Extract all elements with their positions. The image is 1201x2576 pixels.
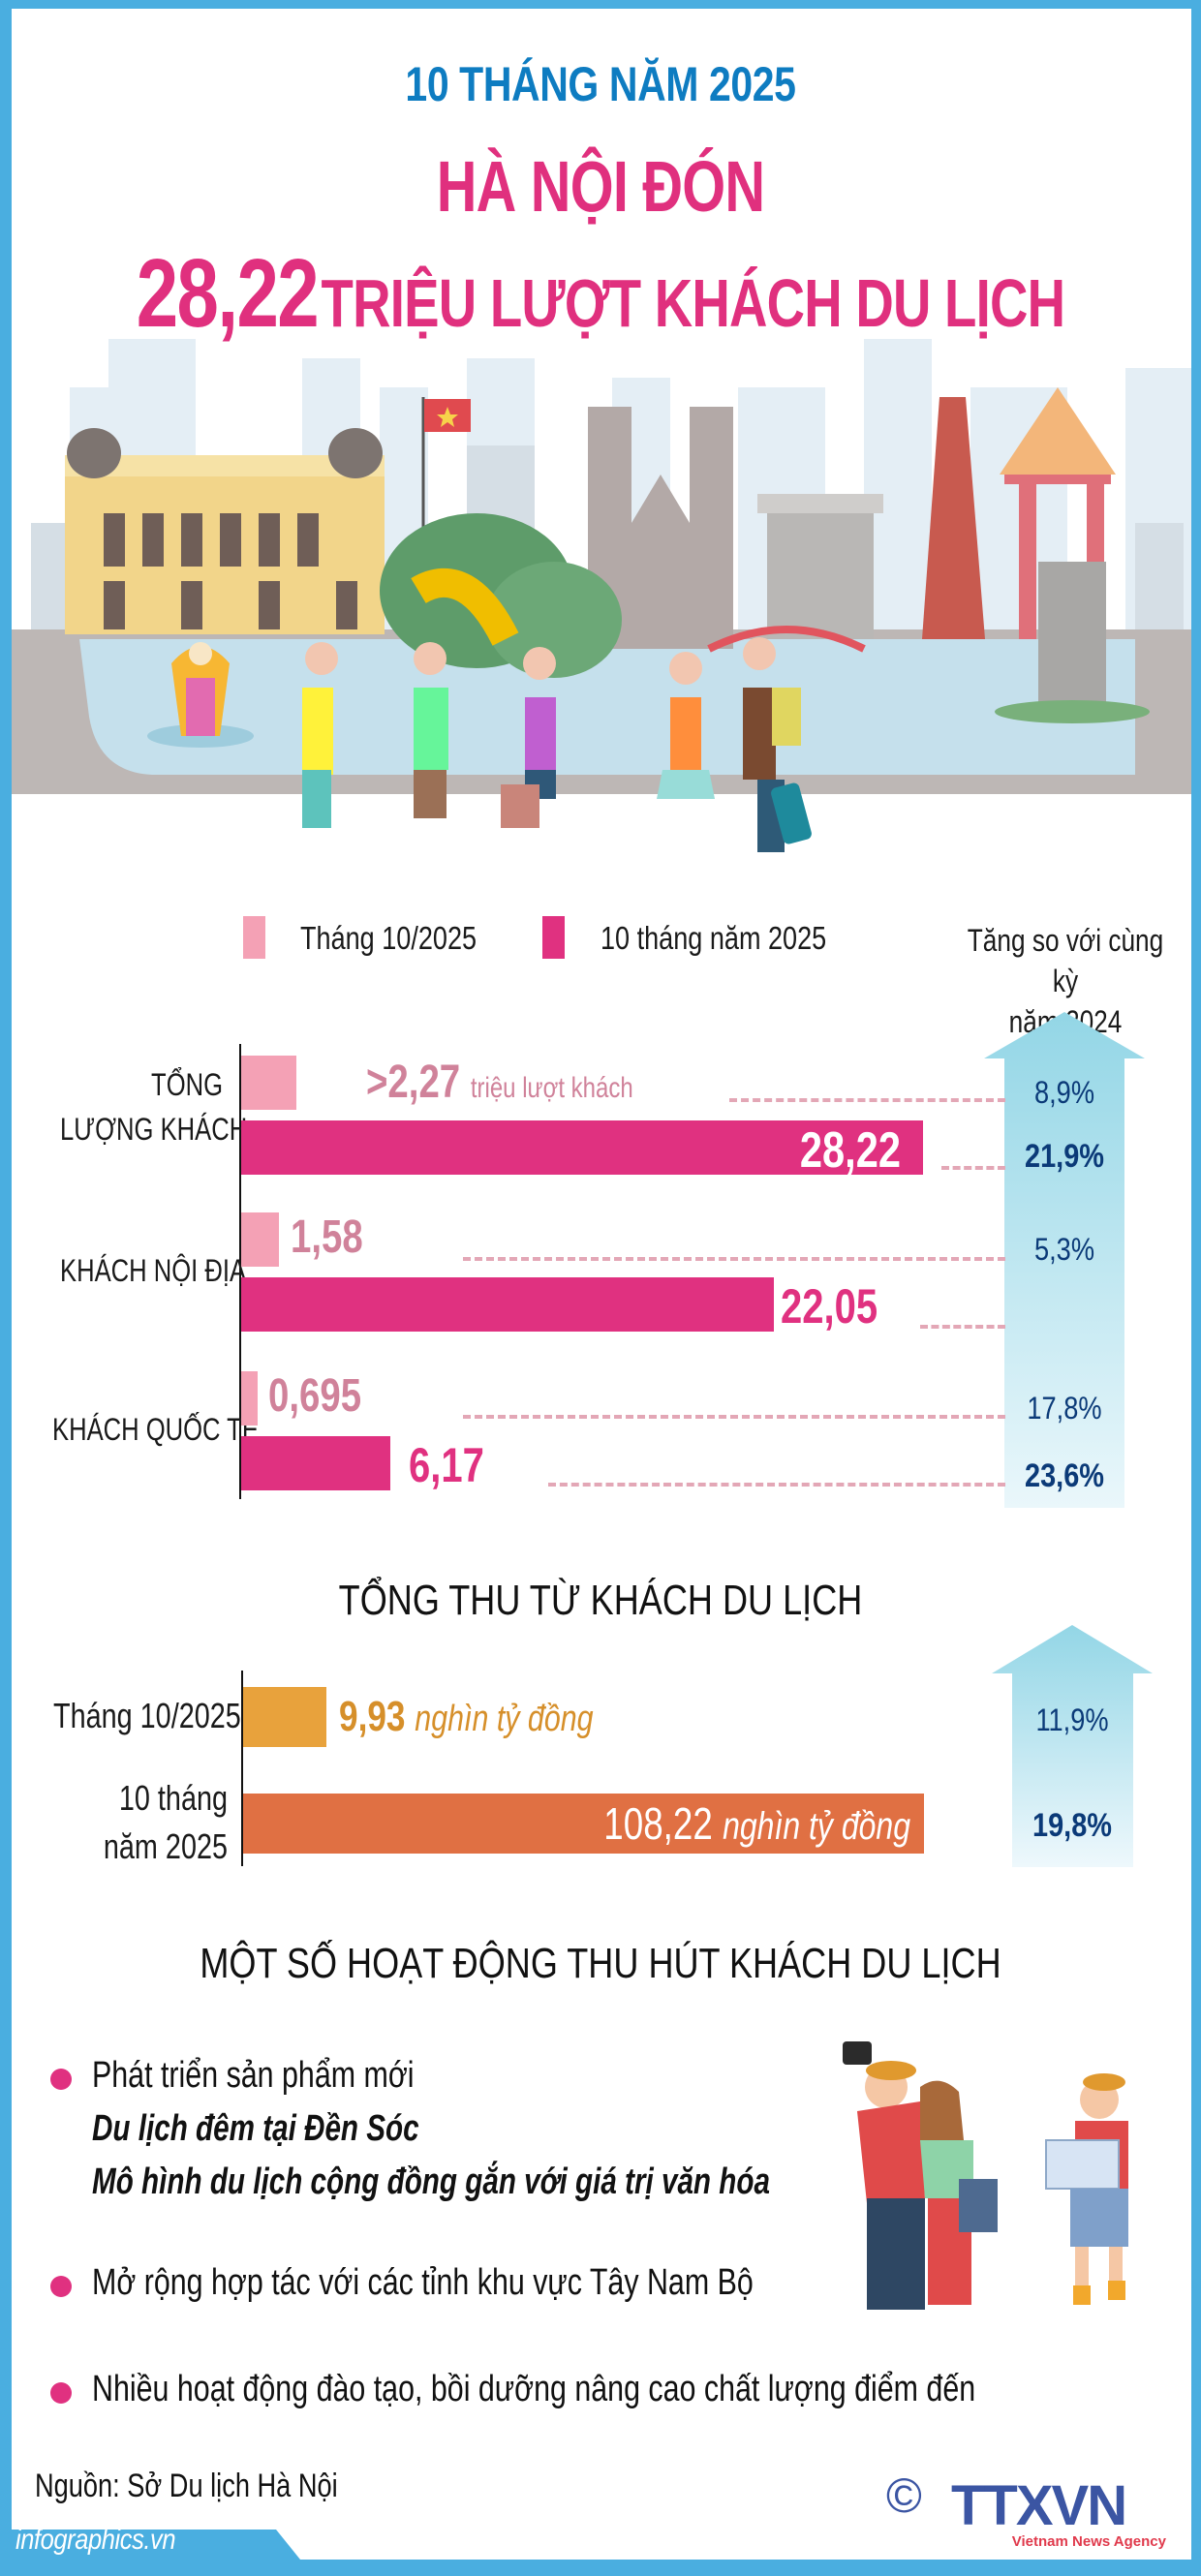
legend-swatch-ytd	[542, 916, 565, 959]
activity-item-3: Nhiều hoạt động đào tạo, bồi dưỡng nâng …	[92, 2369, 976, 2409]
growth-revenue-ytd: 19,8%	[1032, 1807, 1112, 1844]
revenue-row-label-ytd-line2: năm 2025	[103, 1826, 229, 1866]
ttxvn-logo: TTXVN Vietnam News Agency	[951, 2474, 1184, 2551]
bar-total-ytd	[241, 1120, 923, 1175]
revenue-section-title: TỔNG THU TỪ KHÁCH DU LỊCH	[338, 1577, 863, 1624]
value-revenue-month: 9,93 nghìn tỷ đồng	[339, 1693, 594, 1741]
growth-international-month: 17,8%	[1027, 1391, 1102, 1426]
value-total-month-number: >2,27	[366, 1057, 461, 1108]
revenue-row-label-ytd: 10 tháng năm 2025	[53, 1774, 228, 1871]
revenue-row-label-ytd-line1: 10 tháng	[118, 1778, 228, 1818]
value-total-ytd: 28,22	[799, 1122, 901, 1179]
activities-section-title: MỘT SỐ HOẠT ĐỘNG THU HÚT KHÁCH DU LỊCH	[200, 1940, 1001, 1987]
growth-header-line1: Tăng so với cùng kỳ	[967, 923, 1164, 998]
frame-top-border	[0, 0, 1201, 9]
hanoi-landmarks-illustration	[12, 329, 1191, 862]
bar-international-month	[241, 1371, 258, 1426]
copyright-icon: ©	[886, 2469, 922, 2523]
bar-revenue-month	[243, 1687, 326, 1747]
ttxvn-logo-text: TTXVN	[951, 2474, 1127, 2537]
activity-item-1: Phát triển sản phẩm mới	[92, 2055, 415, 2096]
ttxvn-logo-subtitle: Vietnam News Agency	[1011, 2533, 1166, 2550]
value-domestic-ytd: 22,05	[781, 1279, 878, 1334]
value-revenue-ytd-unit: nghìn tỷ đồng	[723, 1805, 910, 1848]
row-label-international: KHÁCH QUỐC TẾ	[52, 1412, 259, 1447]
bar-total-month	[241, 1056, 296, 1110]
leader-line-international-ytd	[548, 1483, 1005, 1487]
value-total-month-unit: triệu lượt khách	[470, 1072, 633, 1104]
frame-right-border	[1191, 0, 1201, 2576]
bullet-icon	[50, 2276, 72, 2297]
bar-international-ytd	[241, 1436, 390, 1490]
visitors-chart-axis	[239, 1044, 241, 1499]
bar-domestic-month	[241, 1212, 279, 1267]
value-international-month: 0,695	[268, 1370, 362, 1422]
frame-left-border	[0, 0, 12, 2576]
value-revenue-ytd: 108,22 nghìn tỷ đồng	[593, 1797, 910, 1850]
leader-line-total-ytd	[941, 1166, 1005, 1170]
growth-total-ytd: 21,9%	[1025, 1138, 1104, 1175]
bullet-icon	[50, 2382, 72, 2404]
growth-total-month: 8,9%	[1034, 1075, 1094, 1110]
legend-label-month: Tháng 10/2025	[300, 920, 477, 956]
activity-item-2: Mở rộng hợp tác với các tỉnh khu vực Tây…	[92, 2262, 754, 2303]
value-domestic-month: 1,58	[291, 1211, 363, 1263]
growth-column-header: Tăng so với cùng kỳ năm 2024	[954, 920, 1177, 1042]
value-international-ytd: 6,17	[409, 1438, 484, 1492]
row-label-total-line2: LƯỢNG KHÁCH	[60, 1112, 248, 1147]
source-note: Nguồn: Sở Du lịch Hà Nội	[35, 2468, 338, 2504]
value-revenue-month-unit: nghìn tỷ đồng	[415, 1699, 594, 1739]
value-revenue-month-number: 9,93	[339, 1693, 406, 1740]
revenue-row-label-month: Tháng 10/2025	[53, 1696, 241, 1735]
row-label-total: TỔNG LƯỢNG KHÁCH	[60, 1065, 248, 1149]
value-total-month: >2,27 triệu lượt khách	[366, 1056, 633, 1109]
period-title: 10 THÁNG NĂM 2025	[405, 57, 796, 111]
growth-revenue-month: 11,9%	[1035, 1702, 1109, 1737]
leader-line-domestic-ytd	[920, 1325, 1005, 1329]
headline-number: 28,22	[136, 239, 320, 348]
leader-line-domestic-month	[463, 1257, 1005, 1261]
bar-domestic-ytd	[241, 1277, 774, 1332]
row-label-domestic: KHÁCH NỘI ĐỊA	[60, 1253, 247, 1288]
headline-rest: TRIỆU LƯỢT KHÁCH DU LỊCH	[321, 265, 1066, 341]
headline-line2: 28,22 TRIỆU LƯỢT KHÁCH DU LỊCH	[132, 238, 1068, 350]
legend-swatch-month	[243, 916, 265, 959]
value-revenue-ytd-number: 108,22	[603, 1798, 713, 1849]
leader-line-international-month	[463, 1415, 1005, 1419]
website-link[interactable]: infographics.vn	[15, 2524, 176, 2556]
leader-line-total-month	[729, 1098, 1005, 1102]
growth-arrow-visitors	[984, 1012, 1145, 1508]
bar-revenue-ytd	[243, 1794, 924, 1854]
growth-arrow-revenue	[992, 1625, 1153, 1867]
activity-item-1-sub-1: Du lịch đêm tại Đền Sóc	[92, 2108, 419, 2149]
growth-domestic-month: 5,3%	[1034, 1232, 1094, 1267]
row-label-total-line1: TỔNG	[151, 1067, 223, 1102]
activity-item-1-sub-2: Mô hình du lịch cộng đồng gắn với giá tr…	[92, 2162, 770, 2202]
frame-bottom-border	[0, 2560, 1201, 2576]
headline-line1: HÀ NỘI ĐÓN	[436, 146, 765, 227]
legend-label-ytd: 10 tháng năm 2025	[600, 920, 827, 956]
revenue-chart-axis	[241, 1671, 243, 1866]
bullet-icon	[50, 2069, 72, 2090]
growth-international-ytd: 23,6%	[1025, 1457, 1104, 1494]
tourists-illustration	[814, 2034, 1162, 2324]
